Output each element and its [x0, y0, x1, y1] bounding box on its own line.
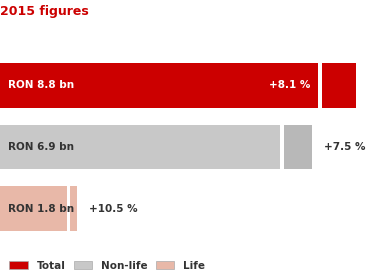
FancyBboxPatch shape: [0, 186, 67, 231]
Text: RON 1.8 bn: RON 1.8 bn: [8, 204, 74, 214]
Text: +8.1 %: +8.1 %: [269, 80, 311, 90]
FancyBboxPatch shape: [70, 186, 77, 231]
Text: 2015 figures: 2015 figures: [0, 5, 89, 18]
FancyBboxPatch shape: [284, 125, 312, 169]
Legend: Total, Non-life, Life: Total, Non-life, Life: [5, 256, 209, 275]
FancyBboxPatch shape: [0, 63, 318, 108]
Text: RON 6.9 bn: RON 6.9 bn: [8, 142, 74, 152]
FancyBboxPatch shape: [322, 63, 356, 108]
Text: +10.5 %: +10.5 %: [89, 204, 138, 214]
Text: +7.5 %: +7.5 %: [324, 142, 365, 152]
Text: RON 8.8 bn: RON 8.8 bn: [8, 80, 74, 90]
FancyBboxPatch shape: [0, 125, 280, 169]
